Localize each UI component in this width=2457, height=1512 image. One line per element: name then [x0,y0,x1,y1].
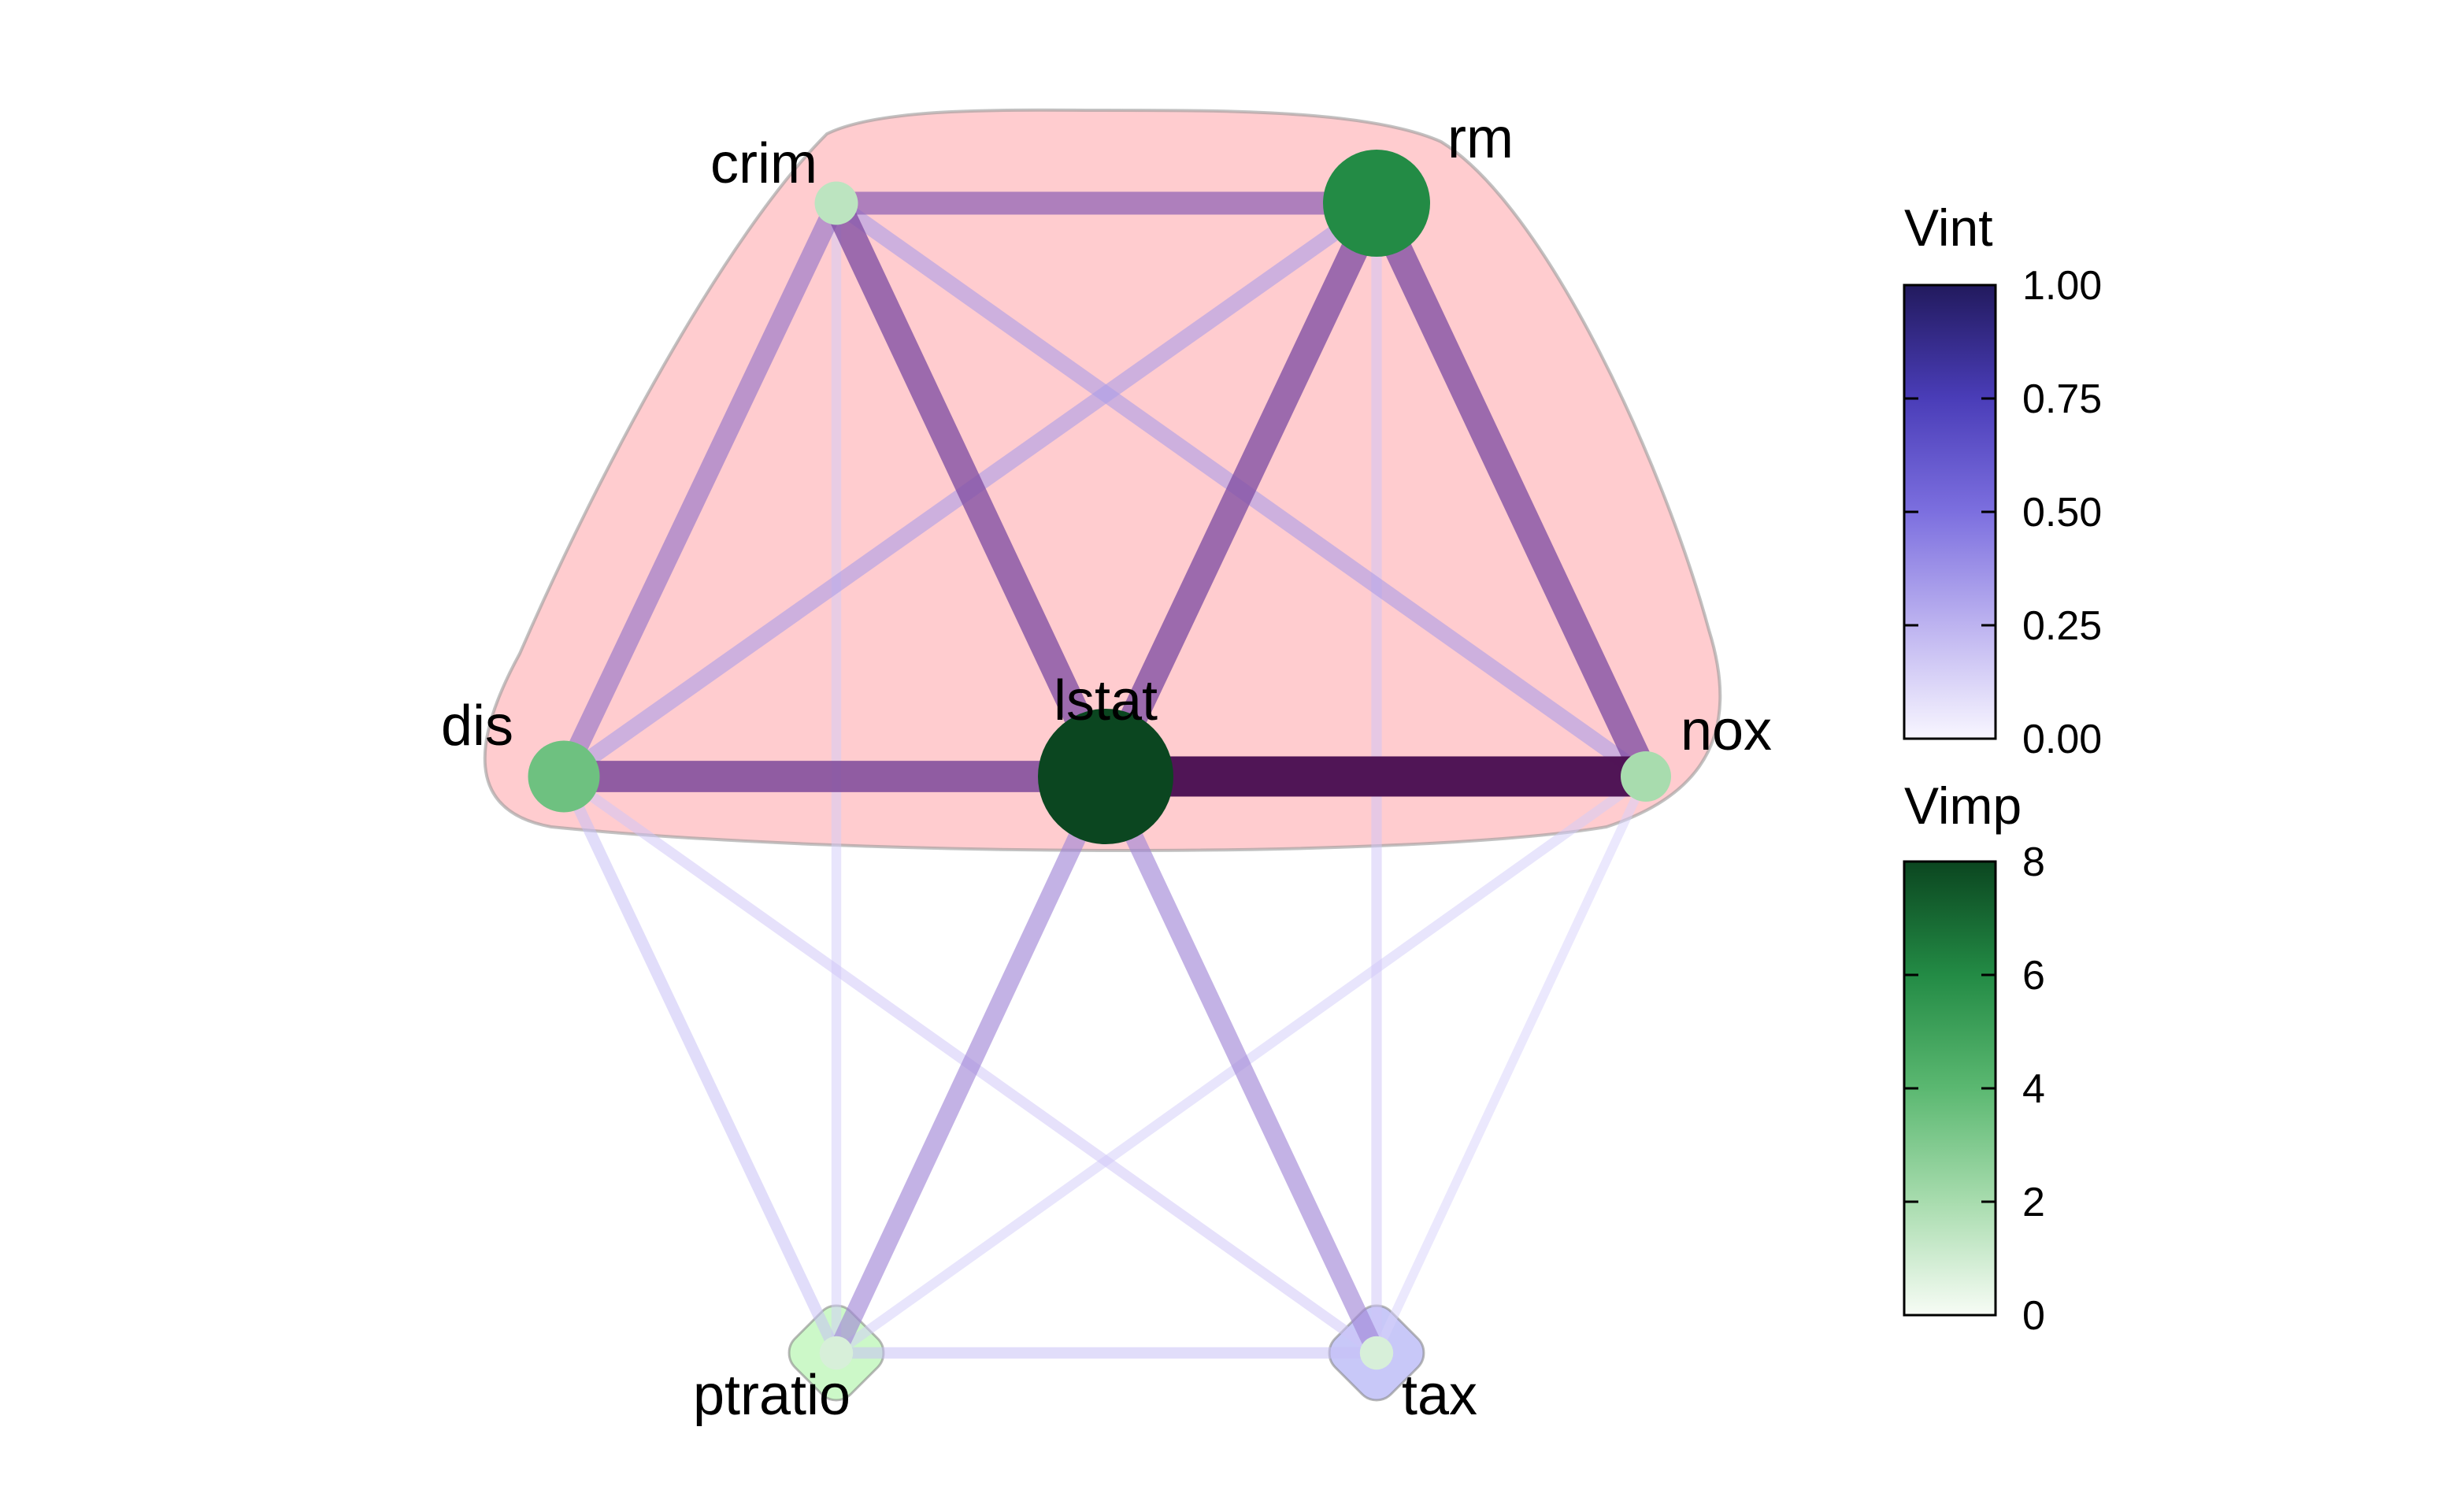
node-ptratio [819,1336,854,1370]
edge-rm-lstat [1093,197,1389,783]
legend-vint: Vint 0.00 0.25 0.50 0.75 1.00 [1903,198,2102,762]
legend-vimp-title: Vimp [1904,776,2022,835]
node-label-ptratio: ptratio [693,1364,850,1427]
legend-vint-title: Vint [1904,198,1993,257]
legend-vint-tick-label: 0.25 [2022,603,2102,649]
legend-vint-tick-label: 0.50 [2022,490,2102,536]
edge-nox-tax [1372,774,1651,1355]
node-label-dis: dis [441,695,513,758]
node-label-nox: nox [1681,699,1772,762]
legend-vimp-tick-label: 6 [2022,953,2045,999]
node-label-lstat: lstat [1054,669,1158,732]
legend-vimp-tick-label: 0 [2022,1293,2045,1339]
node-labels: crim rm dis lstat nox ptratio tax [441,107,1772,1427]
legend-vint-tick-label: 1.00 [2022,263,2102,309]
legend-vint-ticks: 0.00 0.25 0.50 0.75 1.00 [1904,263,2102,762]
node-nox [1621,751,1671,802]
edge-crim-lstat [824,197,1118,783]
node-dis [528,740,600,813]
node-label-rm: rm [1447,107,1514,170]
node-label-crim: crim [710,132,817,195]
edge-lstat-tax [1097,773,1385,1357]
node-tax [1359,1336,1394,1370]
nodes [528,150,1671,1370]
edge-lstat-ptratio [828,773,1114,1357]
legend-vint-tick-label: 0.00 [2022,717,2102,762]
edge-rm-nox [1364,197,1658,783]
legend-vint-colorbar [1903,284,1997,740]
legend-vimp-tick-label: 2 [2022,1180,2045,1225]
edges [554,191,1658,1359]
legend-vimp-ticks: 0 2 4 6 8 [1904,839,2045,1339]
legend-vimp-tick-label: 8 [2022,839,2045,885]
node-crim [814,181,858,225]
edge-dis-ptratio [558,773,842,1356]
legend-vimp-tick-label: 4 [2022,1066,2045,1112]
legend-vimp: Vimp 0 2 4 6 8 [1903,776,2045,1339]
node-label-tax: tax [1402,1364,1477,1427]
edge-crim-dis [554,198,846,781]
node-rm [1323,150,1430,257]
node-lstat [1038,709,1173,844]
legend-vint-tick-label: 0.75 [2022,376,2102,422]
